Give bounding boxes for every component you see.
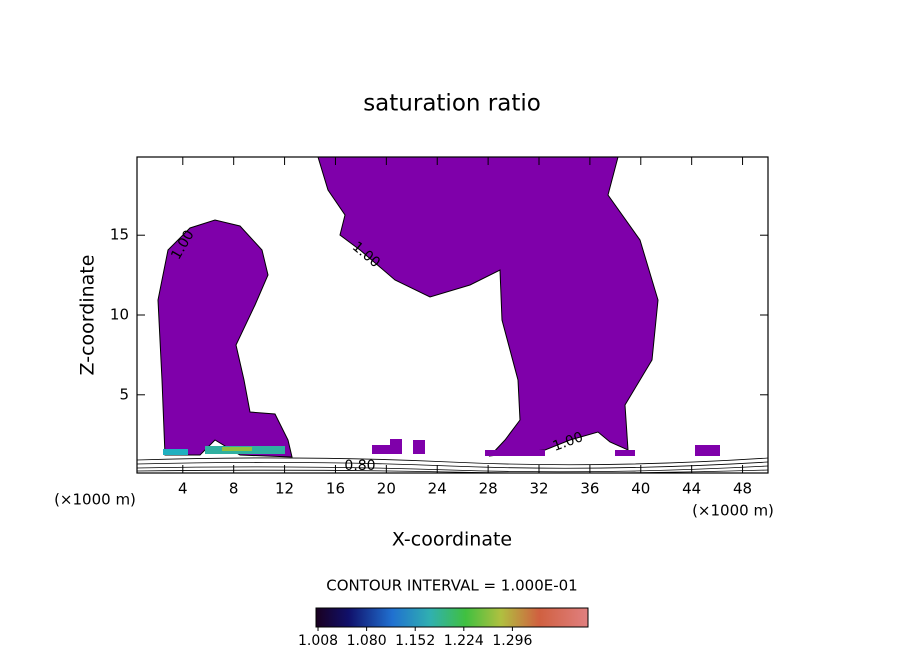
y-tick-label: 15 (110, 226, 129, 244)
contour-lines (137, 457, 768, 473)
x-unit-label: (×1000 m) (692, 502, 774, 520)
x-tick-label: 48 (733, 480, 752, 498)
colorbar-tick-label: 1.152 (395, 633, 435, 649)
colorbar-tick-label: 1.008 (298, 633, 338, 649)
chart-title: saturation ratio (363, 91, 541, 117)
contour-field (137, 157, 768, 473)
y-tick-label: 10 (110, 306, 129, 324)
y-tick-label: 5 (119, 385, 129, 403)
x-tick-label: 40 (631, 480, 650, 498)
saturated-patches (372, 439, 720, 456)
x-tick-label: 36 (580, 480, 599, 498)
contour-interval: CONTOUR INTERVAL = 1.000E-01 (326, 577, 577, 595)
y-unit-label: (×1000 m) (54, 491, 136, 509)
y-axis-label: Z-coordinate (77, 255, 99, 376)
colorbar-tick-label: 1.224 (444, 633, 484, 649)
x-tick-label: 4 (178, 480, 188, 498)
colorbar-tick-label: 1.296 (492, 633, 532, 649)
colorbar-tick-label: 1.080 (347, 633, 387, 649)
x-tick-label: 12 (275, 480, 294, 498)
colorbar (315, 607, 589, 628)
contour-label: 0.80 (344, 458, 375, 474)
x-tick-label: 32 (529, 480, 548, 498)
x-tick-label: 8 (229, 480, 239, 498)
x-tick-label: 28 (479, 480, 498, 498)
x-axis-label: X-coordinate (392, 529, 512, 551)
saturated-region (157, 157, 659, 458)
x-tick-label: 20 (377, 480, 396, 498)
x-tick-label: 16 (326, 480, 345, 498)
x-tick-label: 44 (682, 480, 701, 498)
x-tick-label: 24 (428, 480, 447, 498)
